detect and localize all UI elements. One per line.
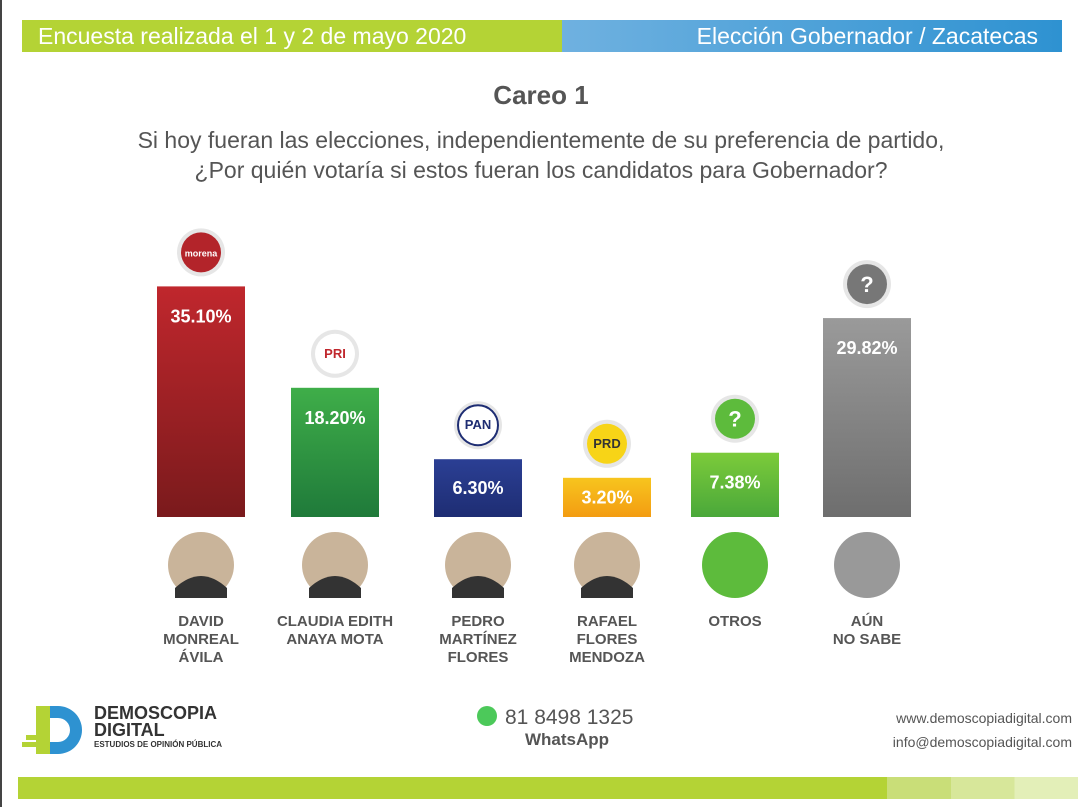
- candidate-name: AÚN: [851, 612, 884, 630]
- email-link[interactable]: info@demoscopiadigital.com: [892, 734, 1072, 750]
- survey-date: Encuesta realizada el 1 y 2 de mayo 2020: [22, 20, 562, 52]
- demoscopia-logo-icon: [22, 706, 82, 754]
- phone-number: 81 8498 1325: [505, 706, 634, 729]
- candidate-name: RAFAEL: [577, 613, 637, 630]
- candidate-name: ANAYA MOTA: [286, 631, 383, 648]
- party-label: PRD: [593, 436, 620, 451]
- data-label: 18.20%: [304, 408, 365, 428]
- whatsapp-label: WhatsApp: [525, 730, 610, 749]
- bar: [291, 387, 379, 517]
- bar: [434, 459, 522, 517]
- question-line: Si hoy fueran las elecciones, independie…: [137, 127, 945, 153]
- brand-tagline: ESTUDIOS DE OPINIÓN PÚBLICA: [94, 740, 223, 749]
- candidate-name: MARTÍNEZ: [439, 631, 517, 648]
- bar: [563, 477, 651, 517]
- bar: [823, 318, 911, 517]
- candidate-name: MENDOZA: [569, 649, 645, 666]
- question-line: ¿Por quién votaría si estos fueran los c…: [194, 157, 888, 183]
- candidate-name: FLORES: [577, 631, 638, 648]
- question: Si hoy fueran las elecciones, independie…: [2, 125, 1080, 185]
- chart-title: Careo 1: [493, 80, 589, 110]
- data-label: 7.38%: [709, 473, 760, 493]
- candidate-name: CLAUDIA EDITH: [277, 613, 393, 630]
- election-title: Elección Gobernador / Zacatecas: [562, 20, 1062, 52]
- bar: [691, 452, 779, 517]
- candidate-name: NO SABE: [833, 631, 901, 648]
- bar: [157, 286, 245, 517]
- footer-stripe: [18, 777, 1078, 799]
- data-label: 3.20%: [581, 487, 632, 507]
- party-label: PAN: [465, 417, 491, 432]
- brand-name: DEMOSCOPIA DIGITAL ESTUDIOS DE OPINIÓN P…: [94, 703, 223, 751]
- candidate-name: MONREAL: [163, 631, 239, 648]
- data-label: 29.82%: [836, 338, 897, 358]
- website-link[interactable]: www.demoscopiadigital.com: [896, 710, 1072, 726]
- party-label: PRI: [324, 346, 346, 361]
- party-label: ?: [860, 272, 873, 297]
- party-label: ?: [728, 407, 741, 432]
- candidate-name: ÁVILA: [179, 649, 224, 666]
- placeholder-avatar: [702, 532, 768, 598]
- whatsapp-icon: [477, 706, 497, 726]
- candidate-name: OTROS: [708, 613, 761, 630]
- candidate-name: PEDRO: [451, 613, 505, 630]
- header-bar: Encuesta realizada el 1 y 2 de mayo 2020…: [22, 20, 1062, 52]
- placeholder-avatar: [834, 532, 900, 598]
- data-label: 35.10%: [170, 306, 231, 326]
- contact: www.demoscopiadigital.com info@demoscopi…: [893, 706, 1072, 754]
- party-label: morena: [185, 248, 219, 258]
- data-label: 6.30%: [452, 478, 503, 498]
- brand-line: DIGITAL: [94, 720, 165, 740]
- brand-line: DEMOSCOPIA: [94, 703, 218, 723]
- candidate-name: DAVID: [178, 613, 224, 630]
- candidate-name: FLORES: [448, 649, 509, 666]
- phone: 81 8498 1325: [477, 706, 633, 730]
